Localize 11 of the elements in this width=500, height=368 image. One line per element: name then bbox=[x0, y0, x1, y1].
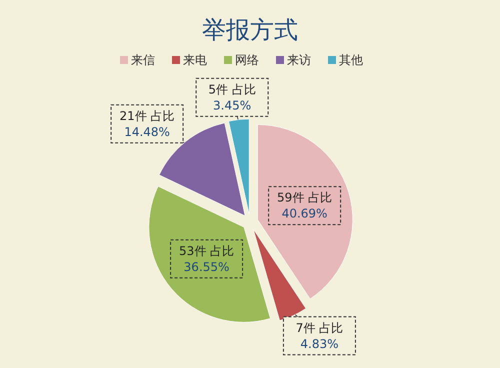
data-label: 53件 占比 36.55% bbox=[179, 244, 234, 274]
chart-title: 举报方式 bbox=[202, 16, 298, 44]
legend-label: 网络 bbox=[235, 53, 259, 67]
data-label: 7件 占比 4.83% bbox=[296, 320, 344, 351]
data-label: 21件 占比 14.48% bbox=[120, 108, 175, 139]
legend-label: 来信 bbox=[131, 53, 155, 67]
data-label: 5件 占比 3.45% bbox=[208, 82, 256, 112]
legend-label: 来电 bbox=[183, 53, 207, 67]
legend-label: 其他 bbox=[339, 53, 363, 67]
legend-label: 来访 bbox=[287, 53, 311, 67]
data-label: 59件 占比 40.69% bbox=[277, 190, 332, 221]
